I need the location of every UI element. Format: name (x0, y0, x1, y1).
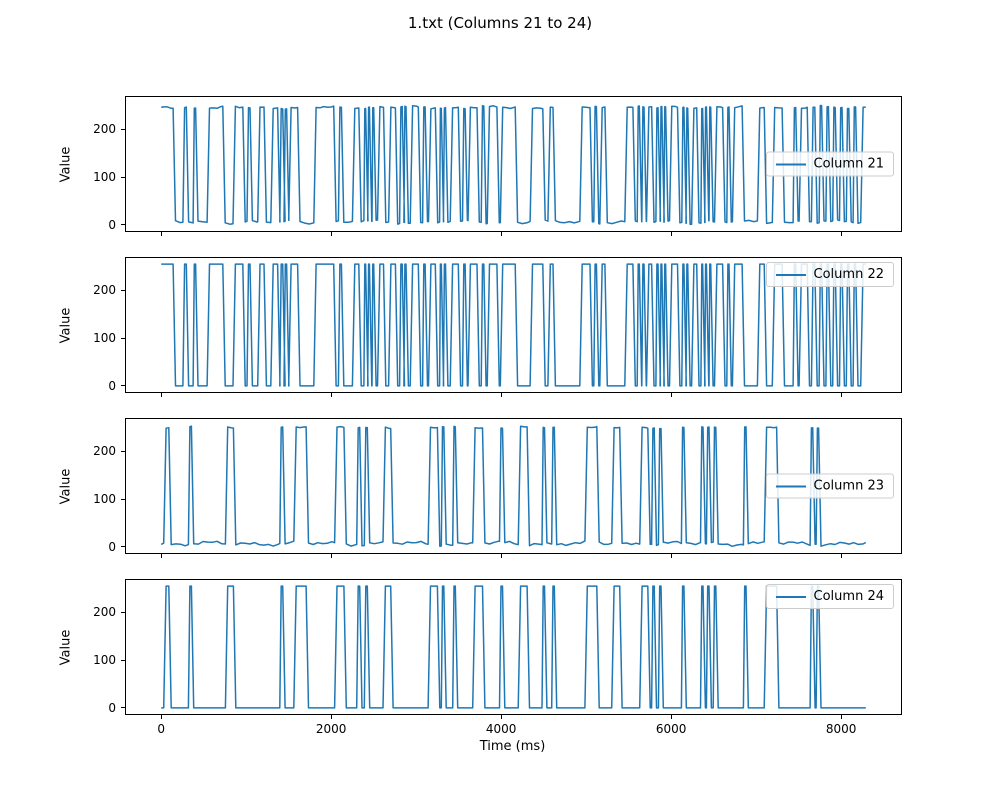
y-axis-label: Value (58, 468, 74, 504)
x-tick-mark (160, 554, 162, 558)
y-tick-mark (121, 611, 125, 613)
line-chart-column-24 (161, 585, 866, 709)
x-axis-label: Time (ms) (479, 739, 546, 754)
x-tick-mark (840, 715, 842, 719)
y-tick-label: 200 (93, 444, 116, 459)
y-tick-label: 100 (93, 331, 116, 346)
x-tick-mark (330, 393, 332, 397)
x-tick-mark (500, 393, 502, 397)
y-tick-mark (121, 337, 125, 339)
x-tick-mark (500, 554, 502, 558)
legend-line-sample (775, 163, 806, 165)
line-chart-column-22 (161, 263, 866, 387)
y-tick-mark (121, 546, 125, 548)
legend-column-21: Column 21 (765, 151, 894, 177)
x-tick-label: 0 (157, 722, 166, 736)
y-tick-mark (121, 385, 125, 387)
y-tick-label: 100 (93, 170, 116, 185)
x-tick-mark (500, 715, 502, 719)
x-tick-label: 2000 (315, 722, 347, 736)
x-tick-mark (330, 232, 332, 236)
x-tick-mark (670, 393, 672, 397)
x-tick-mark (330, 554, 332, 558)
y-tick-label: 0 (108, 378, 116, 393)
y-tick-mark (121, 498, 125, 500)
x-tick-label: 8000 (825, 722, 857, 736)
y-tick-label: 100 (93, 653, 116, 668)
y-tick-mark (121, 224, 125, 226)
y-axis-label: Value (58, 629, 74, 665)
legend-label: Column 23 (813, 478, 884, 494)
x-tick-mark (840, 232, 842, 236)
y-axis-label: Value (58, 307, 74, 343)
x-tick-mark (840, 554, 842, 558)
subplot-column-24: Value Column 24 0 100 200 0 2000 4000 6000 8000 (59, 579, 902, 735)
signal-line-column-21 (161, 104, 866, 226)
y-tick-label: 0 (108, 700, 116, 715)
legend-column-24: Column 24 (765, 584, 894, 609)
line-chart-column-21 (161, 104, 866, 226)
x-tick-mark (500, 232, 502, 236)
legend-column-22: Column 22 (765, 262, 894, 287)
legend-label: Column 22 (813, 267, 884, 282)
x-tick-mark (160, 715, 162, 719)
y-tick-mark (121, 707, 125, 709)
figure-title: 1.txt (Columns 21 to 24) (407, 14, 593, 32)
subplot-column-21: Value Column 21 0 100 200 (59, 96, 902, 236)
legend-line-sample (775, 485, 806, 487)
x-tick-mark (160, 393, 162, 397)
subplot-column-22: Value Column 22 0 100 200 (59, 257, 902, 397)
line-chart-column-23 (160, 425, 867, 548)
y-tick-label: 200 (93, 122, 116, 137)
x-tick-mark (330, 715, 332, 719)
legend-label: Column 24 (813, 589, 884, 604)
y-tick-mark (121, 450, 125, 452)
y-tick-mark (121, 176, 125, 178)
y-tick-mark (121, 289, 125, 291)
subplot-column-23: Value Column 23 0 100 200 (59, 418, 902, 558)
legend-line-sample (775, 273, 806, 276)
y-tick-label: 100 (93, 492, 116, 507)
y-tick-label: 200 (93, 283, 116, 298)
x-tick-mark (840, 393, 842, 397)
legend-label: Column 21 (813, 156, 884, 172)
y-tick-label: 0 (108, 217, 116, 232)
y-tick-label: 200 (93, 605, 116, 620)
y-tick-mark (121, 128, 125, 130)
x-tick-label: 6000 (655, 722, 687, 736)
legend-line-sample (775, 595, 806, 598)
signal-line-column-22 (161, 263, 866, 387)
x-tick-mark (670, 554, 672, 558)
x-tick-mark (670, 715, 672, 719)
x-tick-mark (670, 232, 672, 236)
signal-line-column-24 (161, 585, 866, 709)
y-tick-mark (121, 659, 125, 661)
y-tick-label: 0 (108, 539, 116, 554)
y-axis-label: Value (58, 146, 74, 182)
x-tick-mark (160, 232, 162, 236)
x-tick-label: 4000 (485, 722, 517, 736)
legend-column-23: Column 23 (765, 473, 894, 499)
signal-line-column-23 (160, 425, 867, 548)
